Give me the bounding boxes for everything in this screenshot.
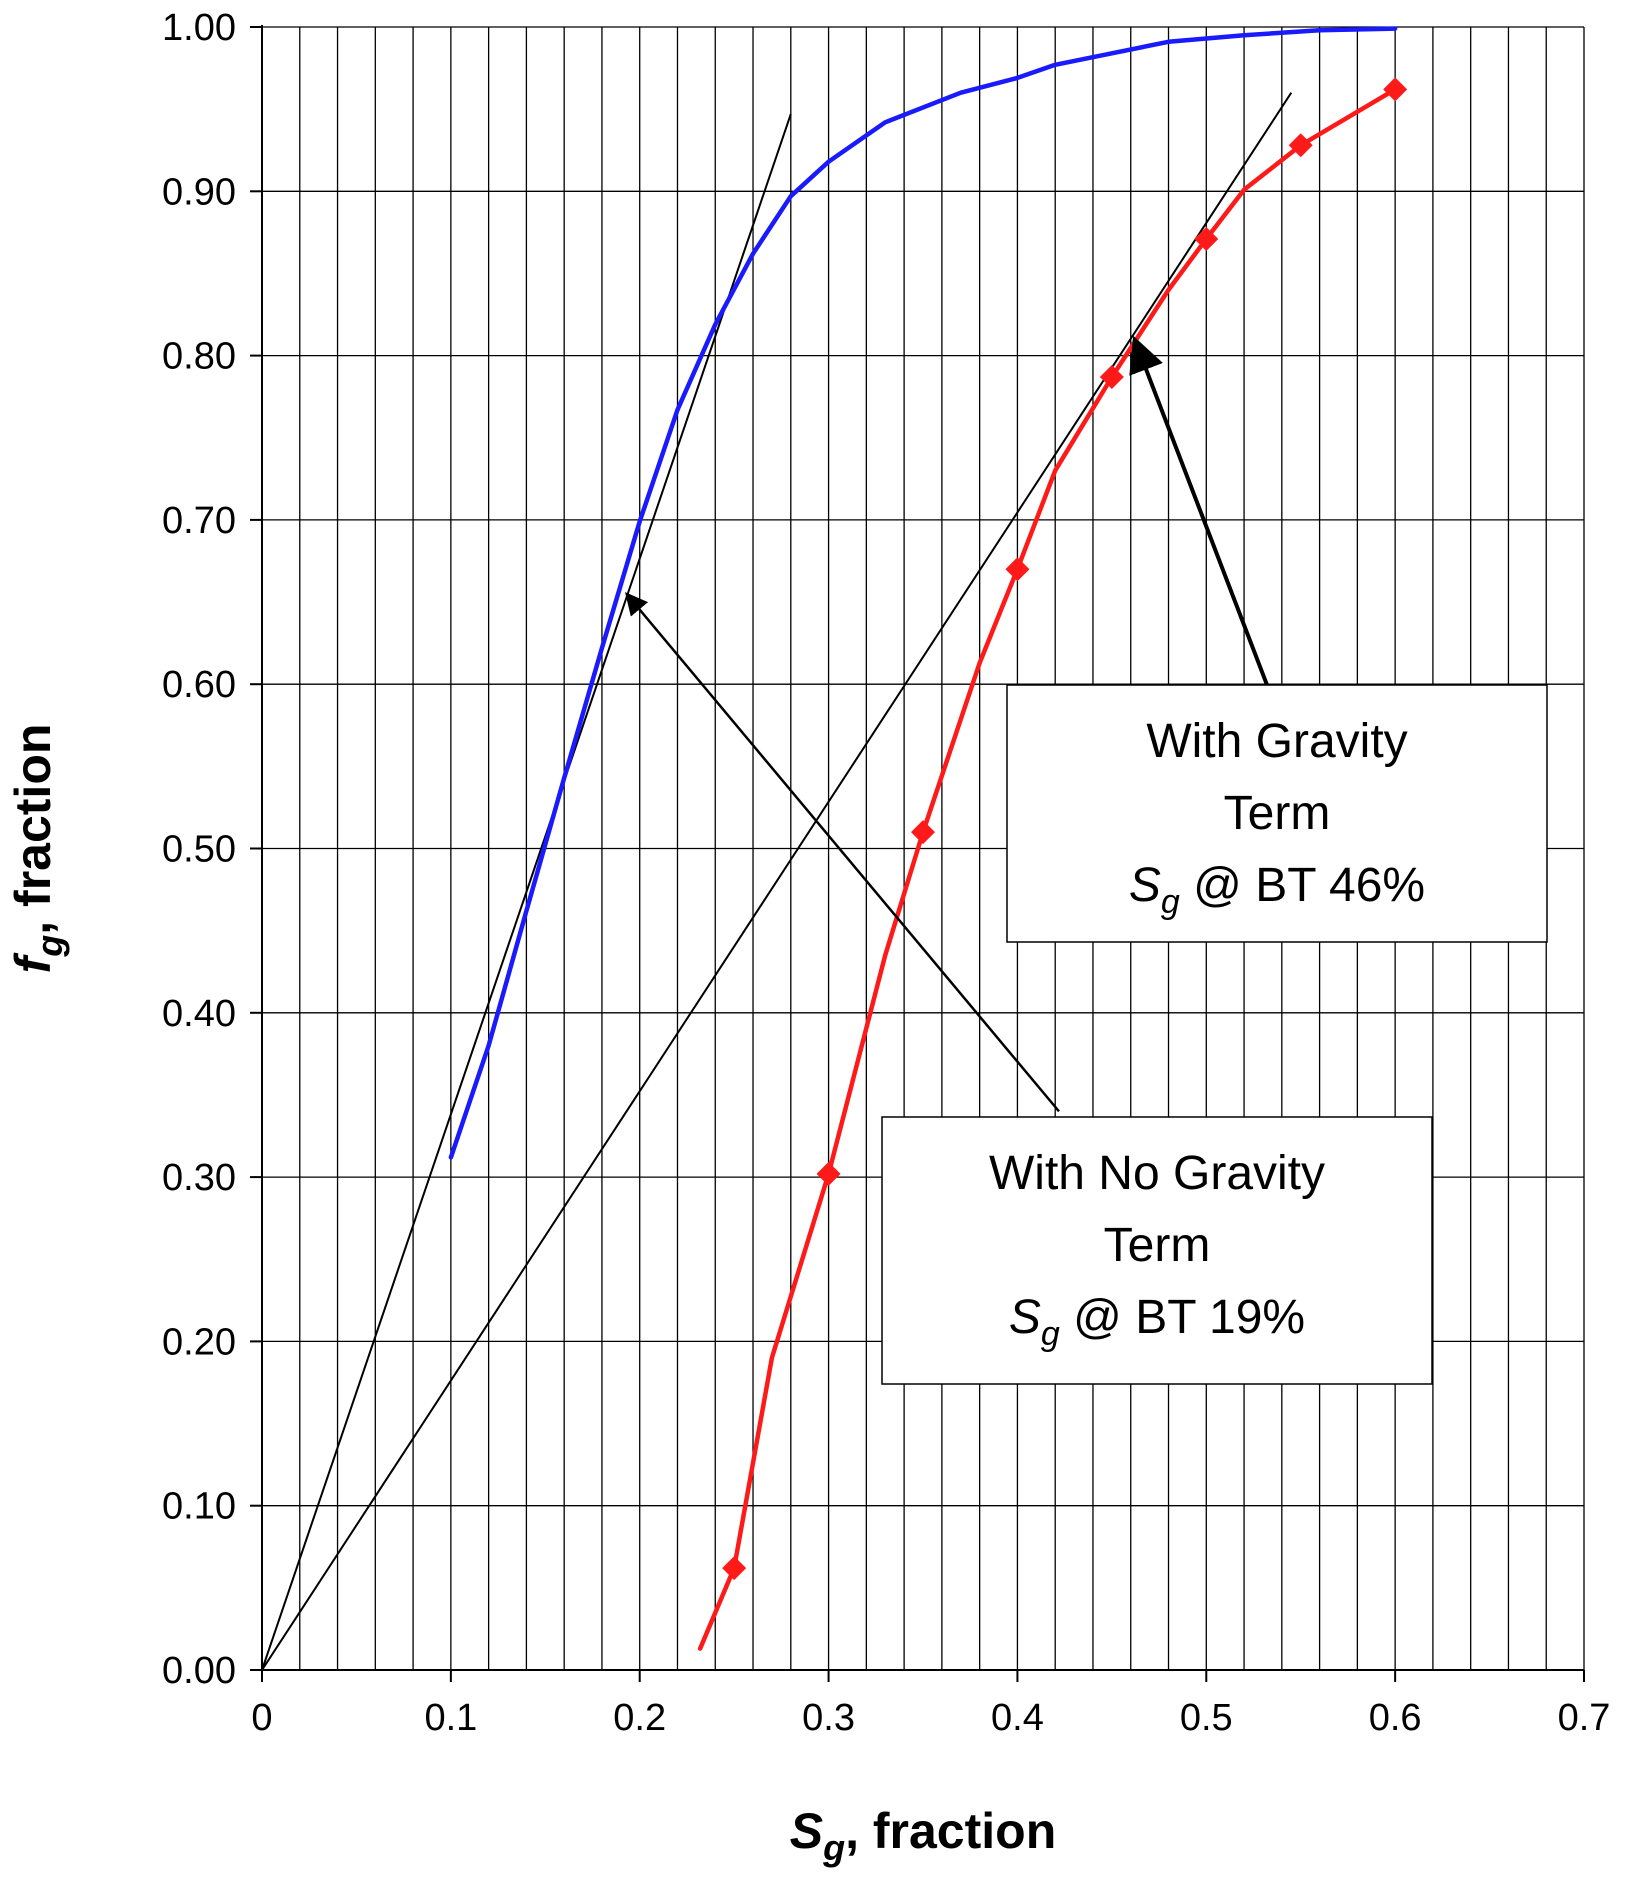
y-tick-label: 0.70: [162, 500, 236, 542]
x-tick-label: 0.6: [1369, 1697, 1422, 1739]
y-tick-label: 0.60: [162, 664, 236, 706]
y-tick-label: 0.20: [162, 1321, 236, 1363]
annotation-text-line: With Gravity: [1146, 715, 1407, 768]
x-tick-label: 0.3: [802, 1697, 855, 1739]
y-tick-label: 0.00: [162, 1650, 236, 1692]
y-tick-label: 0.80: [162, 336, 236, 378]
data-point-marker: [1099, 364, 1124, 389]
y-tick-label: 0.40: [162, 993, 236, 1035]
annotation-box: [881, 1116, 1433, 1385]
data-point-marker: [1194, 226, 1219, 251]
y-tick-label: 0.90: [162, 171, 236, 213]
annotation-arrow: [1129, 335, 1269, 685]
x-tick-label: 0.5: [1180, 1697, 1233, 1739]
x-tick-label: 0.1: [424, 1697, 477, 1739]
series-line-1: [448, 26, 1398, 1160]
y-tick-label: 0.10: [162, 1486, 236, 1528]
annotation-arrow: [625, 592, 1060, 1113]
data-point-marker: [911, 820, 935, 845]
tangent-lines: [261, 92, 1293, 1671]
y-tick-label: 0.50: [162, 829, 236, 871]
x-tick-label: 0.2: [613, 1697, 666, 1739]
data-point-marker: [1288, 133, 1313, 158]
annotation-text-line: Term: [1224, 787, 1331, 840]
x-axis-title: Sg, fraction: [790, 1803, 1057, 1868]
annotation-1: With Gravity Term Sg @ BT 46%: [1006, 335, 1548, 943]
y-tick-label: 0.30: [162, 1157, 236, 1199]
tangent-line-1: [261, 113, 792, 1671]
tangent-line-2: [261, 92, 1293, 1671]
x-tick-label: 0.7: [1558, 1697, 1611, 1739]
data-point-marker: [1005, 557, 1030, 582]
x-tick-label: 0: [251, 1697, 272, 1739]
annotation-text-line: Term: [1104, 1219, 1211, 1272]
y-axis-title: fg, fraction: [5, 724, 70, 974]
annotation-2: With No Gravity Term Sg @ BT 19%: [625, 592, 1433, 1385]
x-tick-label: 0.4: [991, 1697, 1044, 1739]
axes: 0.000.100.200.300.400.500.600.700.800.90…: [5, 7, 1610, 1868]
data-point-marker: [816, 1161, 841, 1186]
data-point-marker: [1383, 77, 1408, 102]
annotation-text-line: Sg @ BT 46%: [1129, 859, 1425, 921]
data-point-marker: [722, 1556, 747, 1581]
annotation-text-line: With No Gravity: [989, 1147, 1325, 1200]
annotation-box: [1006, 684, 1548, 943]
annotation-text-line: Sg @ BT 19%: [1009, 1291, 1305, 1353]
series: [448, 26, 1408, 1651]
y-tick-label: 1.00: [162, 7, 236, 49]
